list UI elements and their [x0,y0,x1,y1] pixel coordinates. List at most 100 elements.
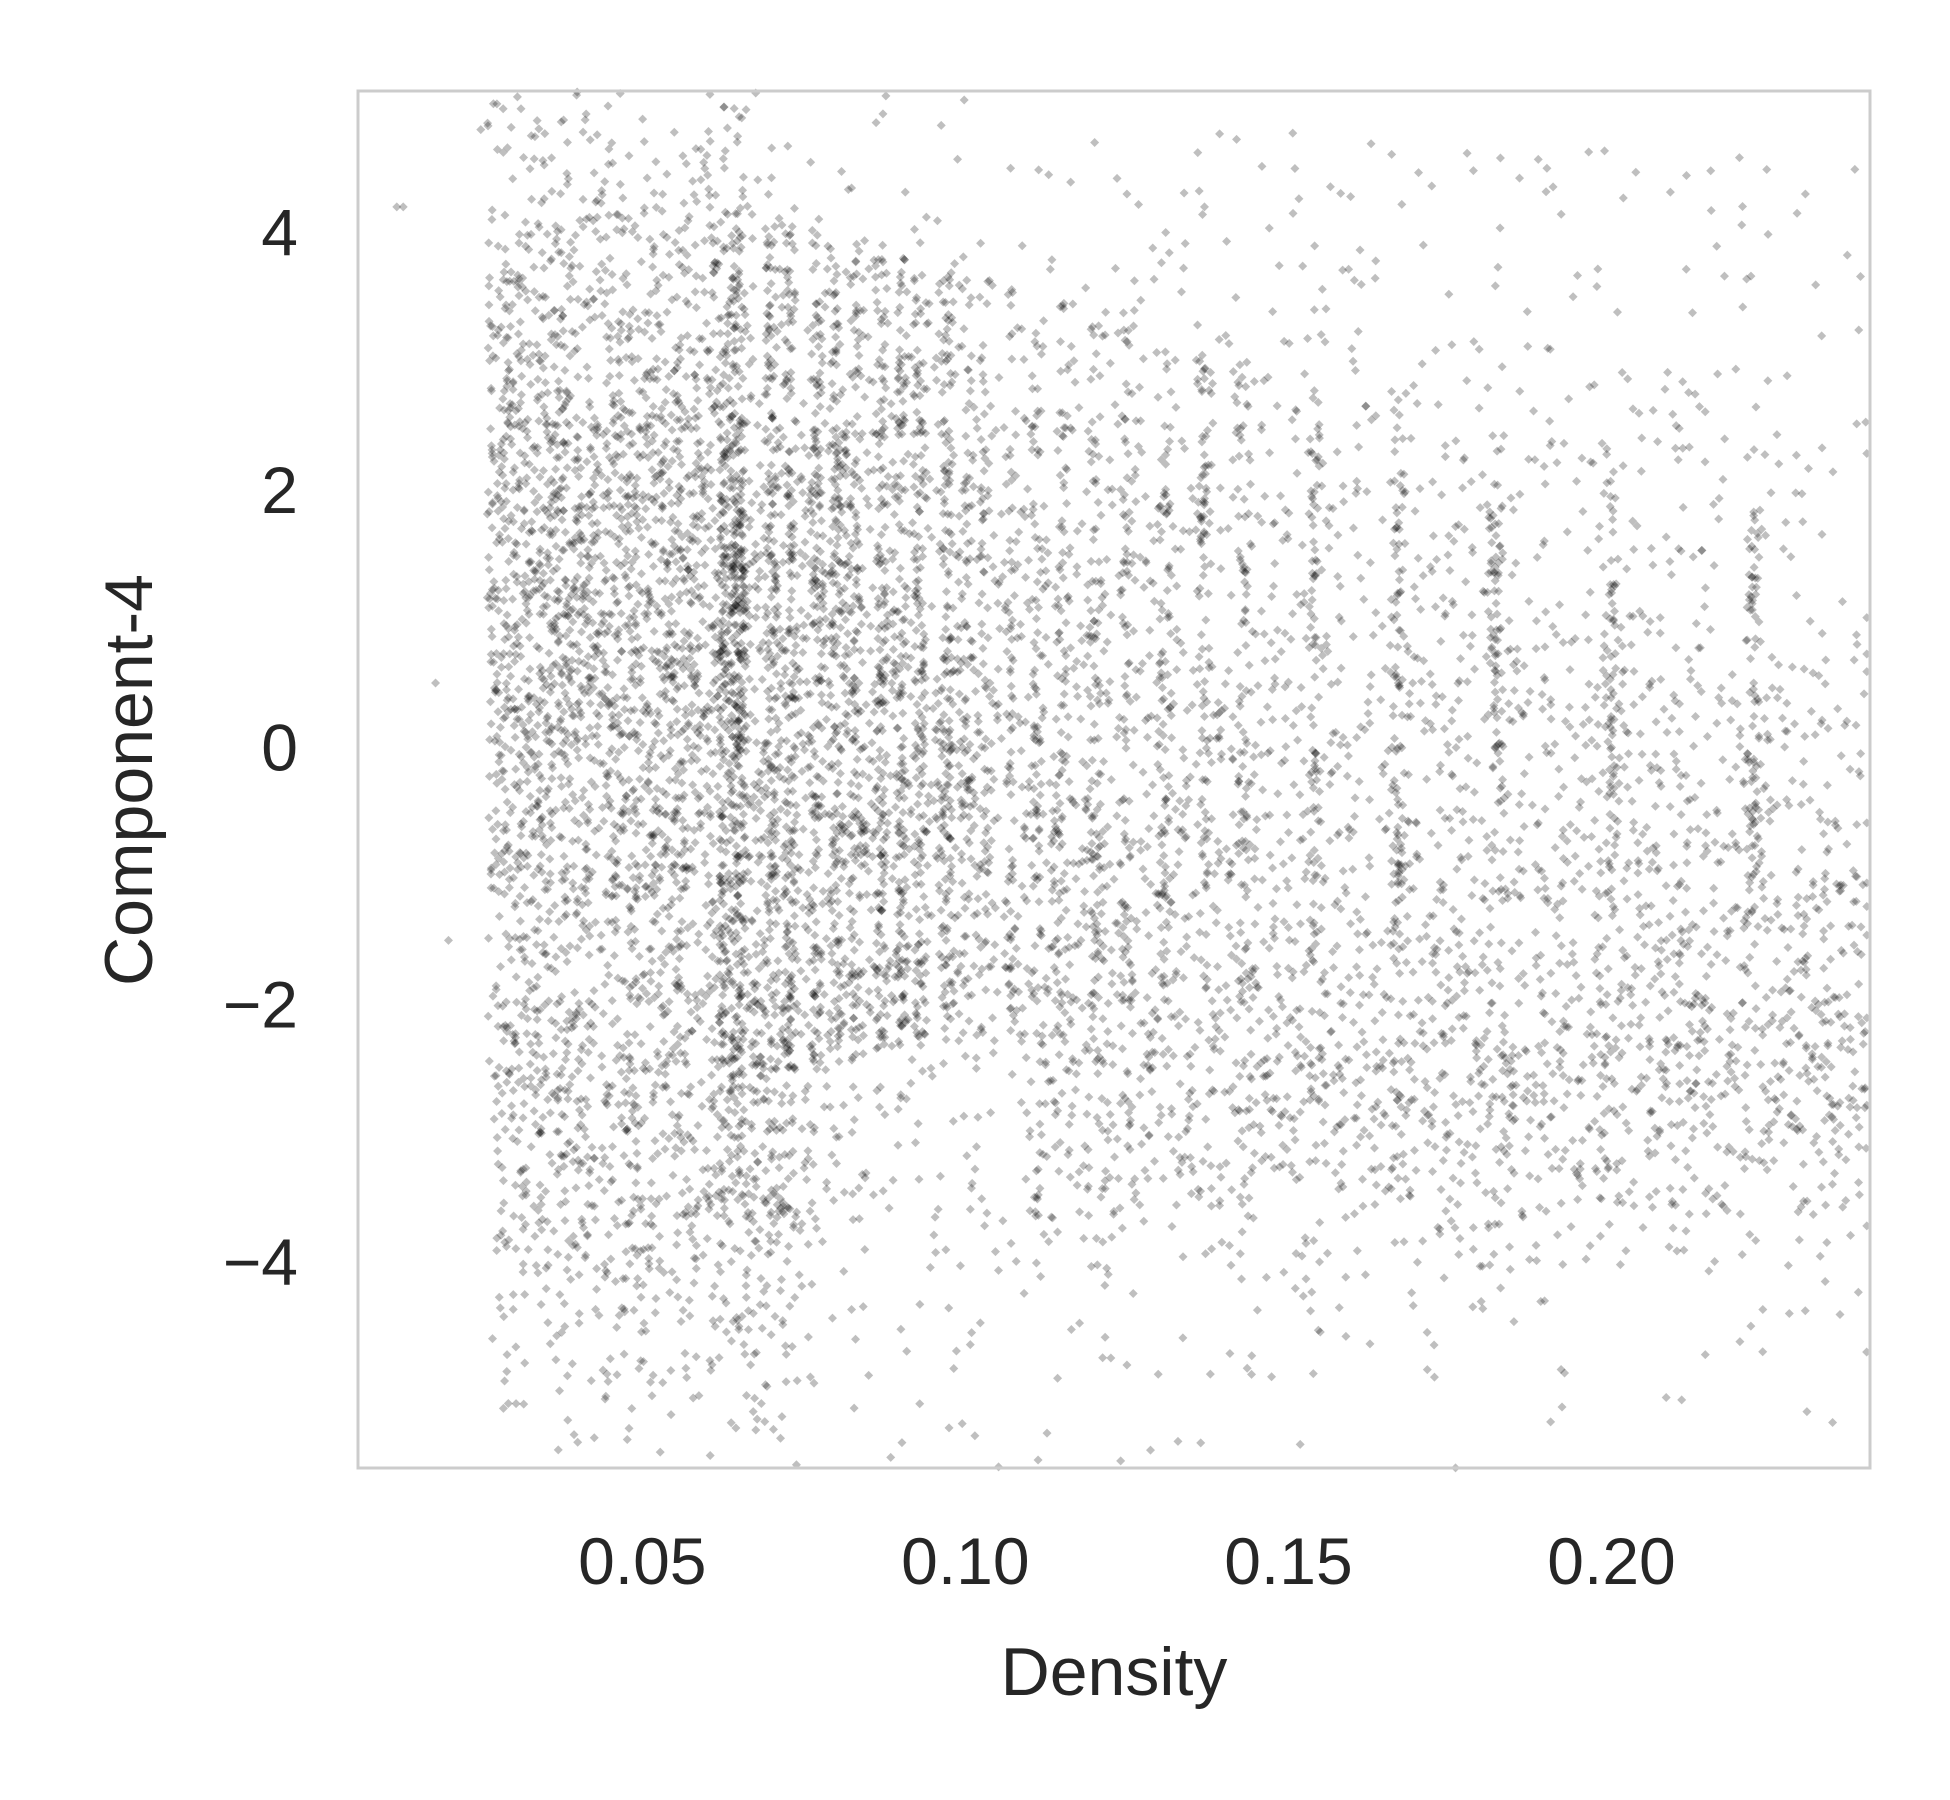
data-point [724,976,734,986]
data-point [529,442,539,452]
data-point [516,390,526,400]
data-point [502,1350,512,1360]
data-point [726,1257,736,1267]
data-point [1401,1174,1411,1184]
data-point [549,1226,559,1236]
data-point [666,498,676,508]
data-point [837,801,847,811]
data-point [484,552,494,562]
data-point [571,413,581,423]
data-point [561,581,571,591]
data-point [586,1376,596,1386]
data-point [516,345,526,355]
data-point [1718,755,1728,765]
data-point [747,209,757,219]
data-point [518,816,528,826]
data-point [606,355,616,365]
data-point [560,575,570,585]
data-point [688,520,698,530]
data-point [764,1230,774,1240]
data-point [645,1022,655,1032]
data-point [501,300,511,310]
data-point [658,467,668,477]
data-point [490,736,500,746]
data-point [1316,330,1326,340]
data-point [572,512,582,522]
data-point [1308,1369,1318,1379]
data-point [602,439,612,449]
data-point [1268,863,1278,873]
data-point [592,130,602,140]
data-point [650,1308,660,1318]
data-point [520,956,530,966]
data-point [817,1237,827,1247]
data-point [729,345,739,355]
data-point [672,415,682,425]
data-point [1100,1280,1110,1290]
data-point [789,911,799,921]
data-point [1689,1173,1699,1183]
data-point [643,492,653,502]
data-point [681,1363,691,1373]
data-point [594,1310,604,1320]
data-point [634,650,644,660]
data-point [1577,884,1587,894]
data-point [611,915,621,925]
data-point [508,467,518,477]
data-point [545,907,555,917]
data-point [539,263,549,273]
data-point [1296,682,1306,692]
data-point [650,472,660,482]
data-point [570,727,580,737]
data-point [645,883,655,893]
data-point [1083,651,1093,661]
data-point [695,725,705,735]
data-point [741,1179,751,1189]
data-point [1079,1233,1089,1243]
data-point [710,568,720,578]
data-point [864,986,874,996]
data-point [1490,281,1500,291]
data-point [562,281,572,291]
data-point [744,1227,754,1237]
data-point [1507,570,1517,580]
data-point [812,1223,822,1233]
data-point [583,661,593,671]
data-point [646,851,656,861]
data-point [530,764,540,774]
data-point [545,1339,555,1349]
data-point [726,293,736,303]
data-point [545,256,555,266]
data-point [1345,988,1355,998]
data-point [590,1215,600,1225]
data-point [550,420,560,430]
data-point [545,553,555,563]
data-point [714,1012,724,1022]
data-point [634,951,644,961]
data-point [1072,569,1082,579]
data-point [487,523,497,533]
data-point [1017,881,1027,891]
data-point [672,684,682,694]
data-point [631,828,641,838]
data-point [566,237,576,247]
data-point [1436,980,1446,990]
data-point [517,371,527,381]
data-point [490,687,500,697]
data-point [1105,677,1115,687]
data-point [712,1055,722,1065]
data-point [488,331,498,341]
data-point [558,311,568,321]
data-point [700,849,710,859]
data-point [1577,453,1587,463]
data-point [698,273,708,283]
data-point [659,454,669,464]
data-point [1213,698,1223,708]
data-point [1205,507,1215,517]
data-point [1066,177,1076,187]
data-point [518,273,528,283]
data-point [1805,616,1815,626]
data-point [1523,698,1533,708]
data-point [618,307,628,317]
data-point [662,643,672,653]
